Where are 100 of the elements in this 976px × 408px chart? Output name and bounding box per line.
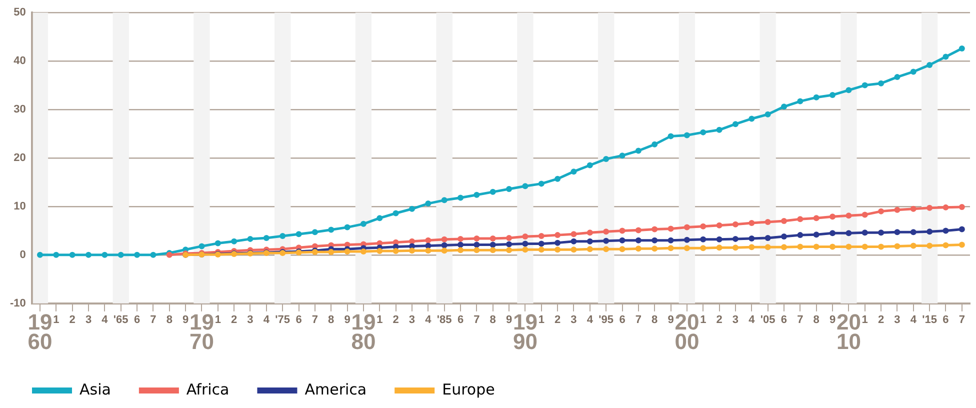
x-tick-label: 8 xyxy=(813,314,820,326)
point xyxy=(619,152,626,159)
x-tick-label: 3 xyxy=(85,314,92,326)
point xyxy=(344,248,350,255)
point xyxy=(490,242,496,248)
point xyxy=(570,231,577,238)
point xyxy=(878,208,884,214)
y-tick-label: 40 xyxy=(14,55,26,68)
x-tick-label: 6 xyxy=(619,314,626,326)
x-tick-label: 9 xyxy=(344,314,350,326)
point xyxy=(538,240,544,247)
point xyxy=(69,252,76,258)
x-tick-label: 1990 xyxy=(512,309,538,354)
point xyxy=(458,236,464,242)
point xyxy=(652,246,658,252)
x-tick-label: 8 xyxy=(652,314,658,326)
point xyxy=(668,226,674,232)
point xyxy=(344,224,350,230)
point xyxy=(506,247,512,254)
point xyxy=(635,246,642,252)
point xyxy=(830,244,836,250)
point xyxy=(392,248,399,254)
point xyxy=(619,246,626,252)
x-tick-label: 4 xyxy=(910,314,918,326)
point xyxy=(619,237,626,244)
point xyxy=(894,229,900,236)
point xyxy=(797,232,804,238)
point xyxy=(862,212,868,218)
x-tick-label: 2 xyxy=(716,314,722,326)
y-tick-label: 10 xyxy=(14,200,26,212)
point xyxy=(958,242,965,248)
point xyxy=(522,183,528,190)
point xyxy=(813,215,820,222)
point xyxy=(474,235,480,242)
point xyxy=(490,247,496,254)
point xyxy=(425,200,432,207)
point xyxy=(360,248,366,255)
point xyxy=(958,45,965,52)
x-tick-label: 7 xyxy=(797,314,804,326)
point xyxy=(247,236,254,242)
point xyxy=(910,229,916,236)
point xyxy=(716,236,722,242)
x-tick-label: 6 xyxy=(134,314,140,326)
x-tick-label: 9 xyxy=(829,314,836,326)
point xyxy=(846,212,852,219)
x-tick-label: '75 xyxy=(275,314,290,326)
point xyxy=(700,129,706,136)
point xyxy=(635,148,642,154)
y-tick-label: 30 xyxy=(14,104,26,116)
x-tick-label: 4 xyxy=(102,314,109,326)
point xyxy=(603,238,610,244)
point xyxy=(506,234,512,241)
point xyxy=(408,248,415,254)
x-tick-label: 9 xyxy=(506,314,512,326)
point xyxy=(797,216,804,222)
point xyxy=(441,197,448,204)
point xyxy=(408,238,415,244)
x-tick-label: 3 xyxy=(732,314,739,326)
point xyxy=(570,246,577,253)
point xyxy=(846,87,852,94)
x-tick-label: 3 xyxy=(570,314,577,326)
point xyxy=(490,235,496,242)
x-tick-label: 1 xyxy=(538,314,544,326)
point xyxy=(425,237,432,244)
point xyxy=(716,222,722,228)
point xyxy=(764,218,771,225)
point xyxy=(668,237,674,244)
x-tick-label: 7 xyxy=(150,314,156,326)
x-tick-label: 1 xyxy=(53,314,60,326)
point xyxy=(376,215,383,222)
point xyxy=(474,242,480,248)
legend-label: Asia xyxy=(80,380,111,398)
point xyxy=(732,221,738,228)
x-tick-label: '95 xyxy=(598,314,614,326)
point xyxy=(748,116,755,122)
point xyxy=(635,227,642,234)
legend-label: Africa xyxy=(186,380,230,398)
point xyxy=(894,74,900,80)
point xyxy=(942,242,949,248)
point xyxy=(586,246,593,252)
point xyxy=(910,242,916,249)
point xyxy=(652,226,658,232)
point xyxy=(538,180,544,187)
point xyxy=(652,237,658,244)
point xyxy=(862,82,868,88)
x-tick-label: 4 xyxy=(748,314,756,326)
point xyxy=(554,240,561,246)
x-tick-label: '05 xyxy=(760,314,776,326)
x-tick-label: 1 xyxy=(214,314,221,326)
point xyxy=(862,244,868,250)
point xyxy=(36,252,43,258)
x-tick-label: 3 xyxy=(408,314,416,326)
point xyxy=(328,249,334,256)
point xyxy=(910,68,916,75)
point xyxy=(846,244,852,250)
point xyxy=(830,230,836,236)
point xyxy=(797,98,804,104)
point xyxy=(118,252,124,258)
point xyxy=(198,243,205,250)
point xyxy=(570,168,577,175)
